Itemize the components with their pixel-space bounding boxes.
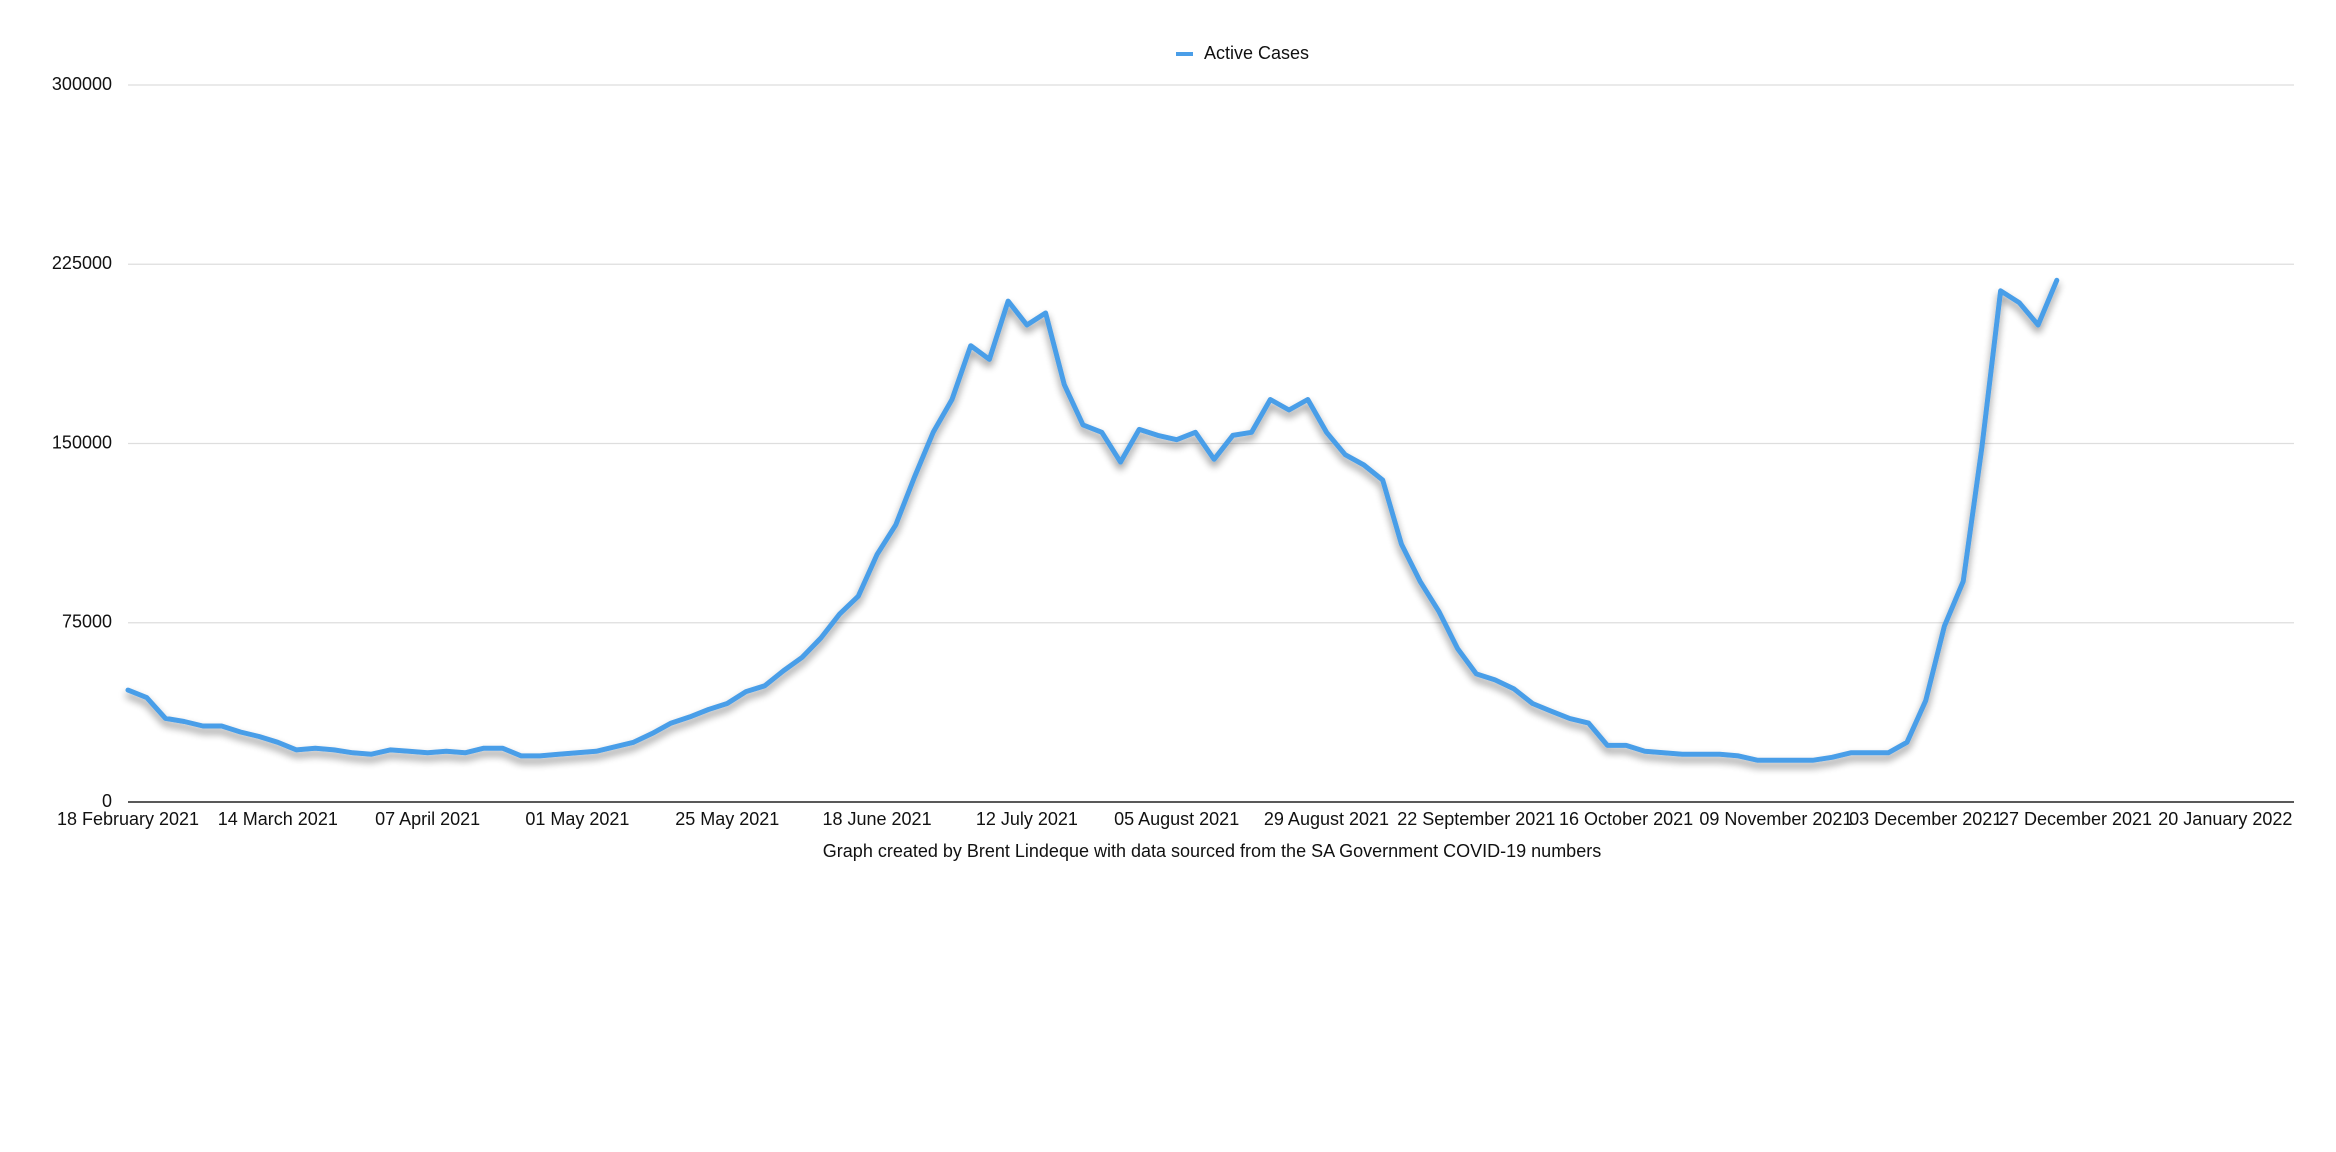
y-tick-label: 0: [102, 791, 112, 811]
x-tick-label: 25 May 2021: [675, 809, 779, 829]
x-tick-label: 27 December 2021: [1999, 809, 2152, 829]
y-tick-label: 225000: [52, 253, 112, 273]
y-tick-label: 75000: [62, 612, 112, 632]
x-tick-label: 20 January 2022: [2158, 809, 2292, 829]
x-tick-label: 03 December 2021: [1849, 809, 2002, 829]
x-tick-label: 07 April 2021: [375, 809, 480, 829]
x-tick-label: 05 August 2021: [1114, 809, 1239, 829]
x-tick-label: 01 May 2021: [525, 809, 629, 829]
y-tick-label: 150000: [52, 432, 112, 452]
x-tick-label: 18 June 2021: [822, 809, 931, 829]
x-tick-label: 22 September 2021: [1397, 809, 1555, 829]
x-tick-label: 16 October 2021: [1559, 809, 1693, 829]
footnote: Graph created by Brent Lindeque with dat…: [823, 841, 1601, 861]
line-series: [125, 277, 2060, 763]
x-tick-label: 12 July 2021: [976, 809, 1078, 829]
x-tick-label: 09 November 2021: [1699, 809, 1852, 829]
x-tick-label: 14 March 2021: [218, 809, 338, 829]
y-tick-label: 300000: [52, 74, 112, 94]
legend-label: Active Cases: [1204, 43, 1309, 63]
x-tick-label: 29 August 2021: [1264, 809, 1389, 829]
x-tick-label: 18 February 2021: [57, 809, 199, 829]
